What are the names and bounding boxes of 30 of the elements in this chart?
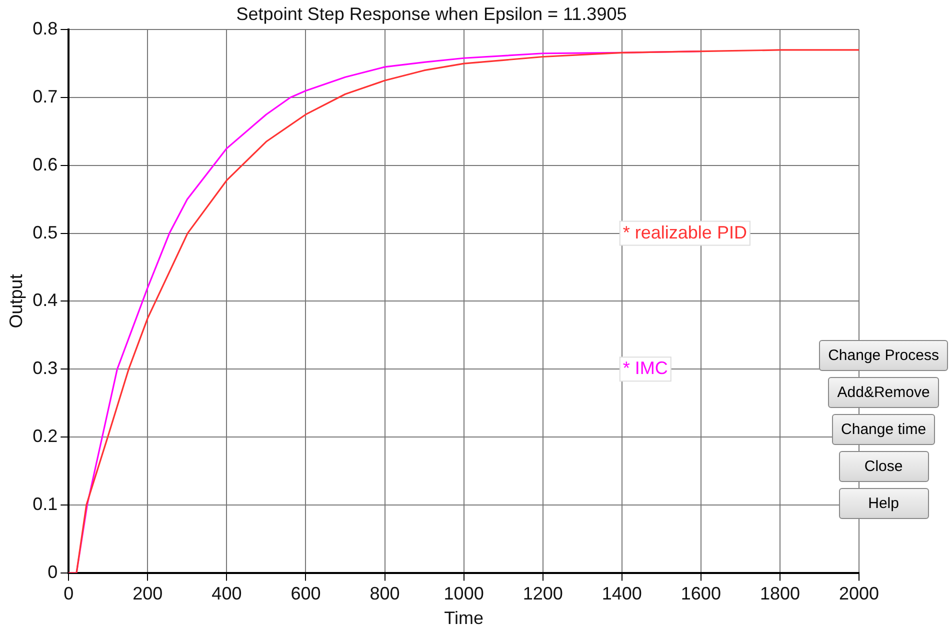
x-tick-label: 0 — [64, 584, 74, 604]
text: * IMC — [622, 358, 668, 378]
x-tick-label: 1200 — [522, 584, 563, 604]
button: Change time — [832, 414, 936, 445]
y-tick-label: 0.7 — [32, 86, 58, 106]
y-tick-label: 0.1 — [32, 494, 58, 514]
y-axis-title: Output — [6, 274, 26, 328]
text: * realizable PID — [622, 222, 747, 242]
y-tick-label: 0.5 — [32, 222, 58, 242]
x-tick-label: 400 — [212, 584, 242, 604]
x-tick-label: 1400 — [602, 584, 642, 604]
x-tick-label: 1800 — [760, 584, 800, 604]
x-tick-label: 800 — [370, 584, 400, 604]
button: Change Process — [819, 340, 948, 371]
x-axis-title: Time — [444, 608, 484, 628]
button: Help — [838, 488, 929, 519]
chart-title: Setpoint Step Response when Epsilon = 11.3905 — [236, 4, 627, 24]
x-tick-label: 2000 — [838, 584, 880, 604]
x-tick-label: 200 — [132, 584, 163, 604]
y-tick-label: 0.6 — [32, 154, 58, 174]
x-tick-label: 600 — [290, 584, 321, 604]
x-tick-label: 1000 — [444, 584, 484, 604]
y-tick-label: 0.8 — [32, 18, 58, 39]
x-tick-label: 1600 — [680, 584, 721, 604]
y-tick-label: 0.4 — [32, 290, 58, 310]
y-tick-label: 0.3 — [32, 358, 58, 378]
y-tick-label: 0.2 — [32, 426, 58, 446]
y-tick-label: 0 — [48, 562, 58, 582]
button: Add&Remove — [828, 377, 939, 408]
button: Close — [838, 451, 929, 482]
